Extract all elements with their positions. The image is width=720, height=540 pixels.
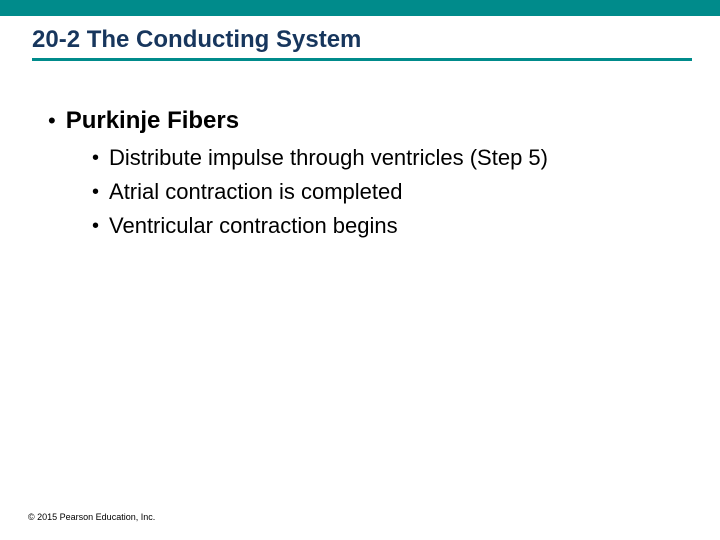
bullet-marker: • <box>92 211 99 241</box>
bullet-marker: • <box>92 143 99 173</box>
content-area: • Purkinje Fibers • Distribute impulse t… <box>0 67 720 241</box>
slide-title: 20-2 The Conducting System <box>32 26 720 54</box>
bullet-marker: • <box>48 107 56 135</box>
bullet-level2-text: Atrial contraction is completed <box>109 177 402 207</box>
copyright-text: © 2015 Pearson Education, Inc. <box>28 512 155 522</box>
title-underline <box>32 58 692 61</box>
bullet-level2: • Atrial contraction is completed <box>92 177 672 207</box>
bullet-level2-text: Ventricular contraction begins <box>109 211 398 241</box>
bullet-level2: • Ventricular contraction begins <box>92 211 672 241</box>
sub-bullet-list: • Distribute impulse through ventricles … <box>48 143 672 241</box>
bullet-level2: • Distribute impulse through ventricles … <box>92 143 672 173</box>
bullet-level2-text: Distribute impulse through ventricles (S… <box>109 143 548 173</box>
accent-top-bar <box>0 0 720 16</box>
bullet-marker: • <box>92 177 99 207</box>
title-region: 20-2 The Conducting System <box>0 16 720 67</box>
bullet-level1: • Purkinje Fibers <box>48 107 672 135</box>
bullet-level1-text: Purkinje Fibers <box>66 107 239 135</box>
